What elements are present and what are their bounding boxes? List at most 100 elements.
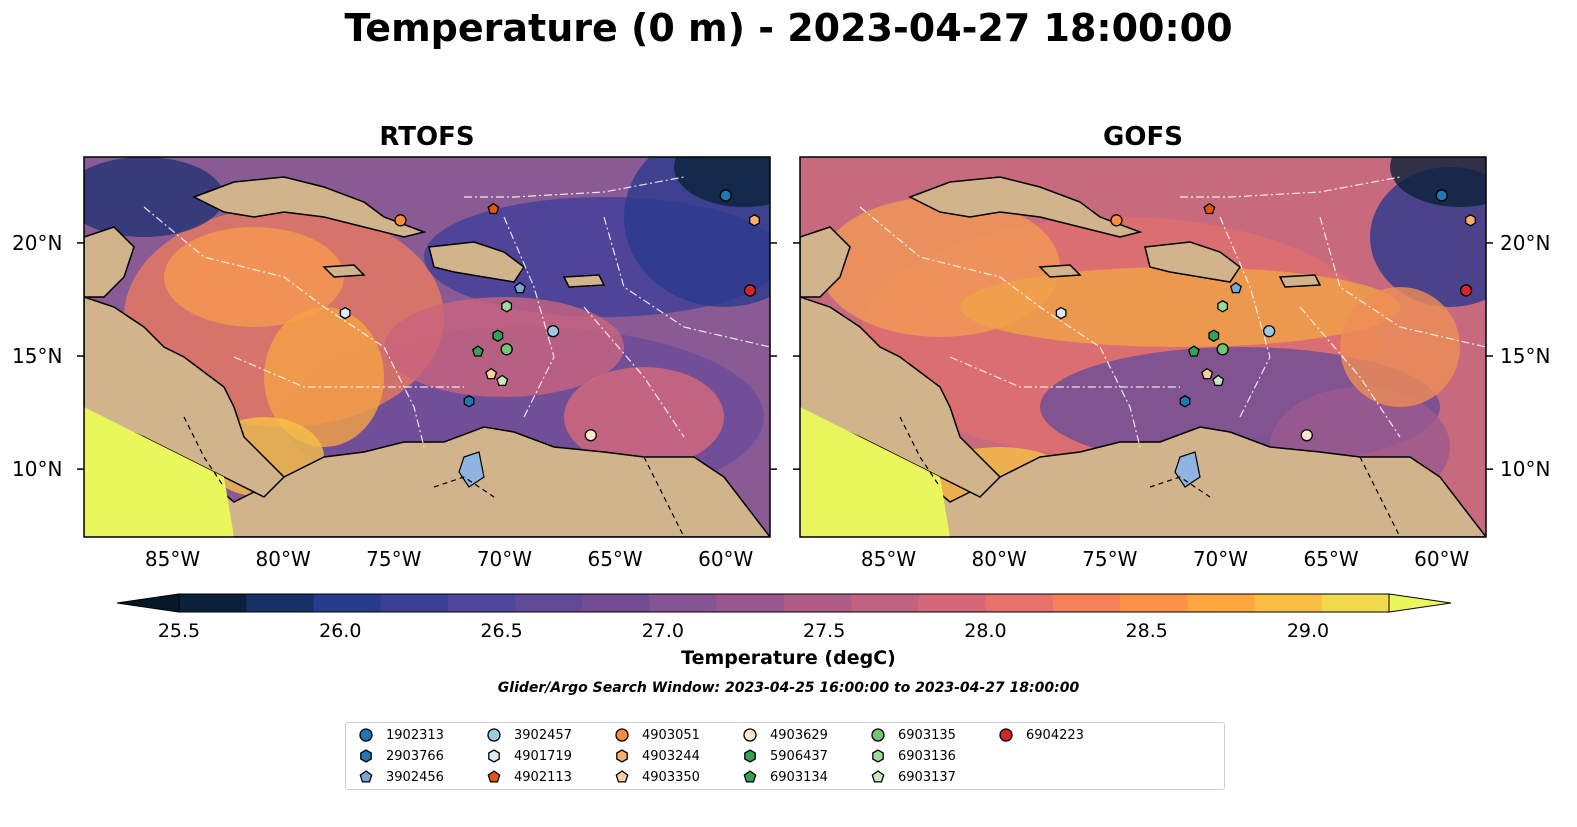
legend-item-4903629: 4903629 [742,727,828,743]
legend-marker-6904223 [999,728,1013,742]
search-window-note: Glider/Argo Search Window: 2023-04-25 16… [497,680,1080,696]
float-marker-4903244 [1465,214,1476,227]
lon-tick-label: 80°W [971,547,1027,571]
legend-label: 6903135 [898,727,956,743]
legend-item-3902456: 3902456 [358,769,444,785]
float-marker-4903350 [485,367,498,380]
legend-item-4902113: 4902113 [486,769,572,785]
legend-item-6904223: 6904223 [998,727,1084,743]
colorbar-under-arrow [117,593,180,613]
colorbar-segment [380,594,449,612]
legend-item-6903135: 6903135 [870,727,956,743]
colorbar-tick-label: 27.0 [641,620,684,642]
colorbar-segment [918,594,987,612]
float-marker-6904223 [743,284,757,297]
colorbar-segment [716,594,785,612]
legend-marker-3902456 [359,770,373,783]
colorbar-segment [1187,594,1256,612]
float-marker-5906437 [1208,329,1220,342]
colorbar-tick-label: 27.5 [802,620,846,642]
float-marker-3902456 [1229,281,1242,294]
land [1038,264,1082,278]
legend-item-6903134: 6903134 [742,769,828,785]
lon-tick-label: 70°W [1192,547,1249,571]
colorbar-segment [582,594,651,612]
legend-item-2903766: 2903766 [358,748,444,764]
float-marker-4903244 [749,214,760,227]
float-marker-4903629 [1300,429,1313,442]
float-marker-6904223 [1459,284,1473,297]
legend-label: 2903766 [386,748,444,764]
float-marker-3902457 [546,325,560,338]
legend-label: 3902457 [514,727,572,743]
land [192,176,427,238]
colorbar-segment [313,594,382,612]
legend-label: 4903629 [770,727,828,743]
colorbar-segment [1321,594,1390,612]
legend-label: 4903244 [642,748,700,764]
legend-label: 3902456 [386,769,444,785]
lat-tick-label: 20°N [12,230,63,255]
colorbar-segment [246,594,314,612]
land [908,176,1143,238]
legend-marker-4902113 [487,770,501,783]
legend-marker-5906437 [744,749,756,763]
lat-tick-label: 15°N [12,344,63,369]
float-marker-5906437 [492,329,504,342]
lon-tick-label: 60°W [698,547,754,571]
land [428,241,526,283]
colorbar-label: Temperature (degC) [681,647,896,669]
float-marker-4901719 [1055,306,1067,320]
colorbar-segment [1052,594,1121,612]
legend-label: 6903137 [898,769,956,785]
float-marker-6903136 [501,300,513,313]
legend-label: 6904223 [1026,727,1084,743]
legend-marker-6903134 [743,770,757,783]
float-marker-1902313 [719,189,732,202]
colorbar-segment [985,594,1054,612]
float-marker-1902313 [1435,189,1448,202]
colorbar-over-arrow [1388,593,1451,613]
colorbar-tick-label: 25.5 [157,620,201,642]
float-marker-6903135 [500,343,513,356]
legend-marker-4903350 [615,770,629,783]
legend-marker-3902457 [487,728,501,742]
land [562,274,606,288]
lat-tick-label: 10°N [1500,457,1551,482]
float-legend: 1902313 2903766 3902456 3902457 4901719 49021… [345,722,1225,790]
legend-marker-4903244 [616,749,628,763]
float-marker-4903051 [394,214,407,227]
float-marker-6903137 [496,374,509,387]
legend-label: 5906437 [770,748,828,764]
legend-marker-6903136 [872,749,884,763]
lon-tick-label: 75°W [1082,547,1138,571]
legend-item-4901719: 4901719 [486,748,572,764]
legend-marker-2903766 [360,749,372,763]
legend-item-4903051: 4903051 [614,727,700,743]
colorbar-tick-label: 29.0 [1286,620,1330,642]
float-marker-2903766 [463,395,475,408]
float-marker-2903766 [1179,395,1191,408]
legend-item-1902313: 1902313 [358,727,444,743]
float-marker-6903135 [1216,343,1229,356]
legend-label: 6903136 [898,748,956,764]
float-marker-6903137 [1212,374,1225,387]
map-panel-gofs [793,156,1493,538]
panel-title-rtofs: RTOFS [379,122,475,152]
legend-item-4903244: 4903244 [614,748,700,764]
float-marker-4902113 [1203,202,1216,215]
legend-item-3902457: 3902457 [486,727,572,743]
legend-label: 1902313 [386,727,444,743]
figure-title: Temperature (0 m) - 2023-04-27 18:00:00 [344,6,1233,50]
lon-tick-label: 85°W [860,547,917,571]
legend-marker-1902313 [359,728,373,742]
legend-label: 4901719 [514,748,572,764]
colorbar-segment [851,594,919,612]
float-marker-4903350 [1201,367,1214,380]
float-marker-4902113 [487,202,500,215]
float-marker-4903051 [1110,214,1123,227]
legend-label: 6903134 [770,769,828,785]
map-panel-rtofs [77,156,777,538]
colorbar-segment [1254,594,1323,612]
lon-tick-label: 85°W [144,547,201,571]
